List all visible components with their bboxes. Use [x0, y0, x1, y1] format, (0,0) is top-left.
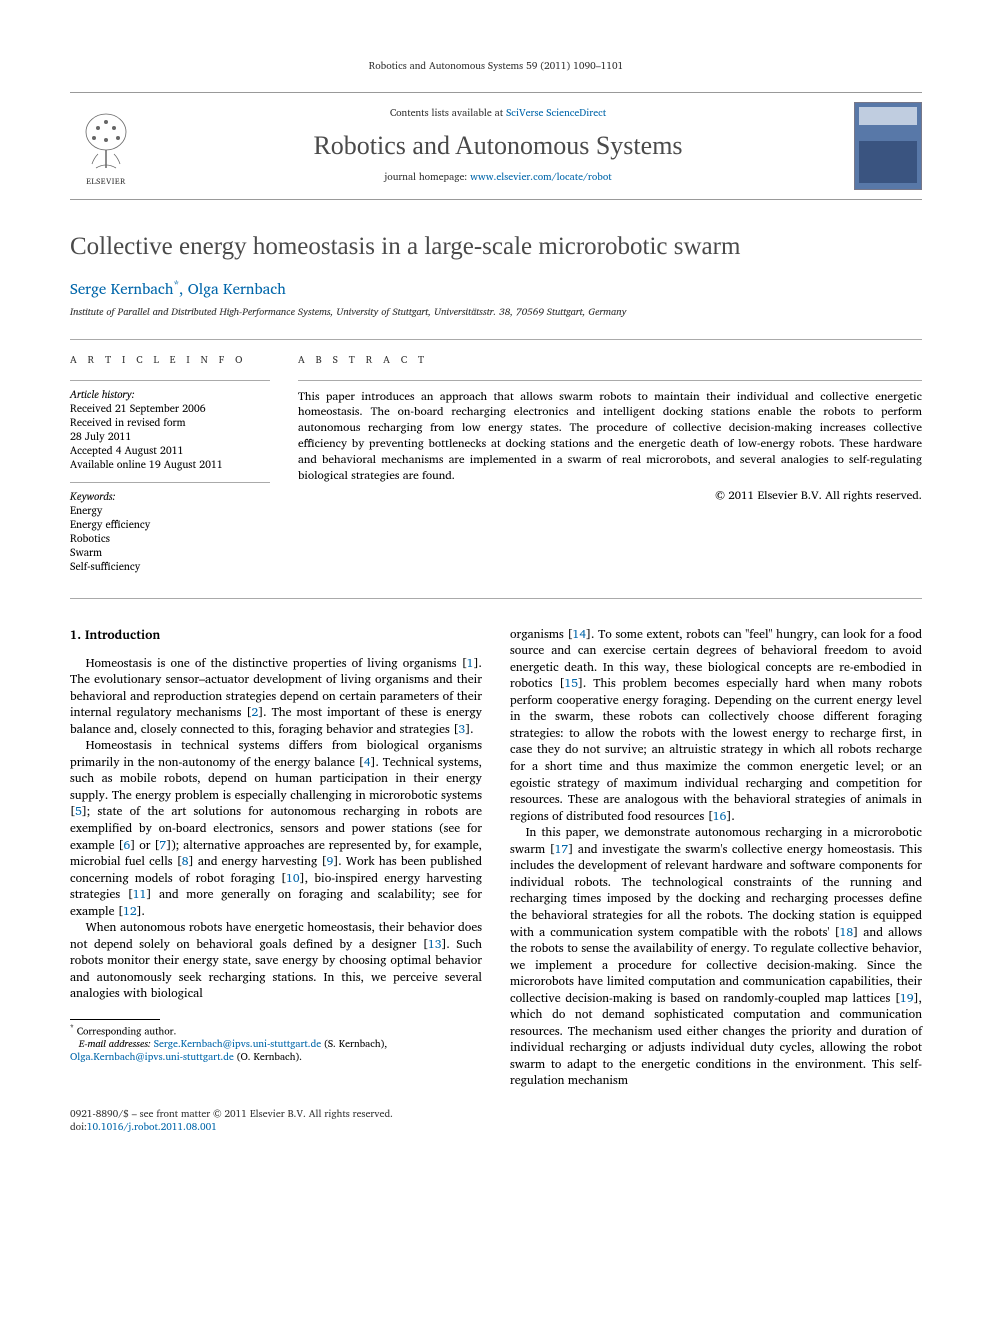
elsevier-tree-icon [78, 110, 134, 174]
paragraph: When autonomous robots have energetic ho… [70, 920, 482, 1003]
right-column: organisms [14]. To some extent, robots c… [510, 627, 922, 1090]
journal-cover-thumbnail [854, 102, 922, 190]
homepage-prefix: journal homepage: [384, 169, 470, 185]
journal-header: ELSEVIER Contents lists available at Sci… [70, 92, 922, 200]
publisher-name: ELSEVIER [86, 176, 126, 187]
author-link-2[interactable]: Olga Kernbach [188, 276, 286, 301]
article-info-heading: A R T I C L E I N F O [70, 354, 270, 368]
section-1-heading: 1. Introduction [70, 627, 482, 644]
paragraph: organisms [14]. To some extent, robots c… [510, 627, 922, 826]
footnote-rule [70, 1019, 160, 1020]
author-link-1[interactable]: Serge Kernbach [70, 276, 174, 301]
left-column: 1. Introduction Homeostasis is one of th… [70, 627, 482, 1090]
paragraph: Homeostasis is one of the distinctive pr… [70, 656, 482, 739]
abstract-heading: A B S T R A C T [298, 354, 922, 368]
homepage-link[interactable]: www.elsevier.com/locate/robot [470, 169, 612, 185]
journal-title: Robotics and Autonomous Systems [142, 128, 854, 163]
affiliation: Institute of Parallel and Distributed Hi… [70, 306, 922, 320]
running-head: Robotics and Autonomous Systems 59 (2011… [70, 60, 922, 74]
email-footnote: E-mail addresses: Serge.Kernbach@ipvs.un… [70, 1038, 482, 1064]
paragraph: In this paper, we demonstrate autonomous… [510, 825, 922, 1090]
doi-link[interactable]: 10.1016/j.robot.2011.08.001 [87, 1119, 217, 1135]
author-separator: , [179, 276, 188, 301]
doi-label: doi: [70, 1119, 87, 1135]
footnote-mark: * [70, 1022, 74, 1034]
keywords-block: Keywords: Energy Energy efficiency Robot… [70, 482, 270, 574]
author-list: Serge Kernbach*, Olga Kernbach [70, 277, 922, 299]
date-online: Available online 19 August 2011 [70, 457, 270, 471]
page-footer: 0921-8890/$ – see front matter © 2011 El… [70, 1108, 922, 1135]
article-history: Article history: Received 21 September 2… [70, 380, 270, 472]
body-two-column: 1. Introduction Homeostasis is one of th… [70, 627, 922, 1090]
keyword: Self-sufficiency [70, 559, 270, 573]
publisher-logo: ELSEVIER [70, 101, 142, 191]
sciencedirect-link[interactable]: SciVerse ScienceDirect [506, 105, 606, 121]
contents-available: Contents lists available at SciVerse Sci… [142, 107, 854, 121]
article-title: Collective energy homeostasis in a large… [70, 230, 922, 264]
contents-prefix: Contents lists available at [390, 105, 506, 121]
email-link-2[interactable]: Olga.Kernbach@ipvs.uni-stuttgart.de [70, 1049, 234, 1065]
abstract-text: This paper introduces an approach that a… [298, 380, 922, 484]
paragraph: Homeostasis in technical systems differs… [70, 738, 482, 920]
journal-homepage: journal homepage: www.elsevier.com/locat… [142, 171, 854, 185]
abstract-copyright: © 2011 Elsevier B.V. All rights reserved… [298, 488, 922, 504]
